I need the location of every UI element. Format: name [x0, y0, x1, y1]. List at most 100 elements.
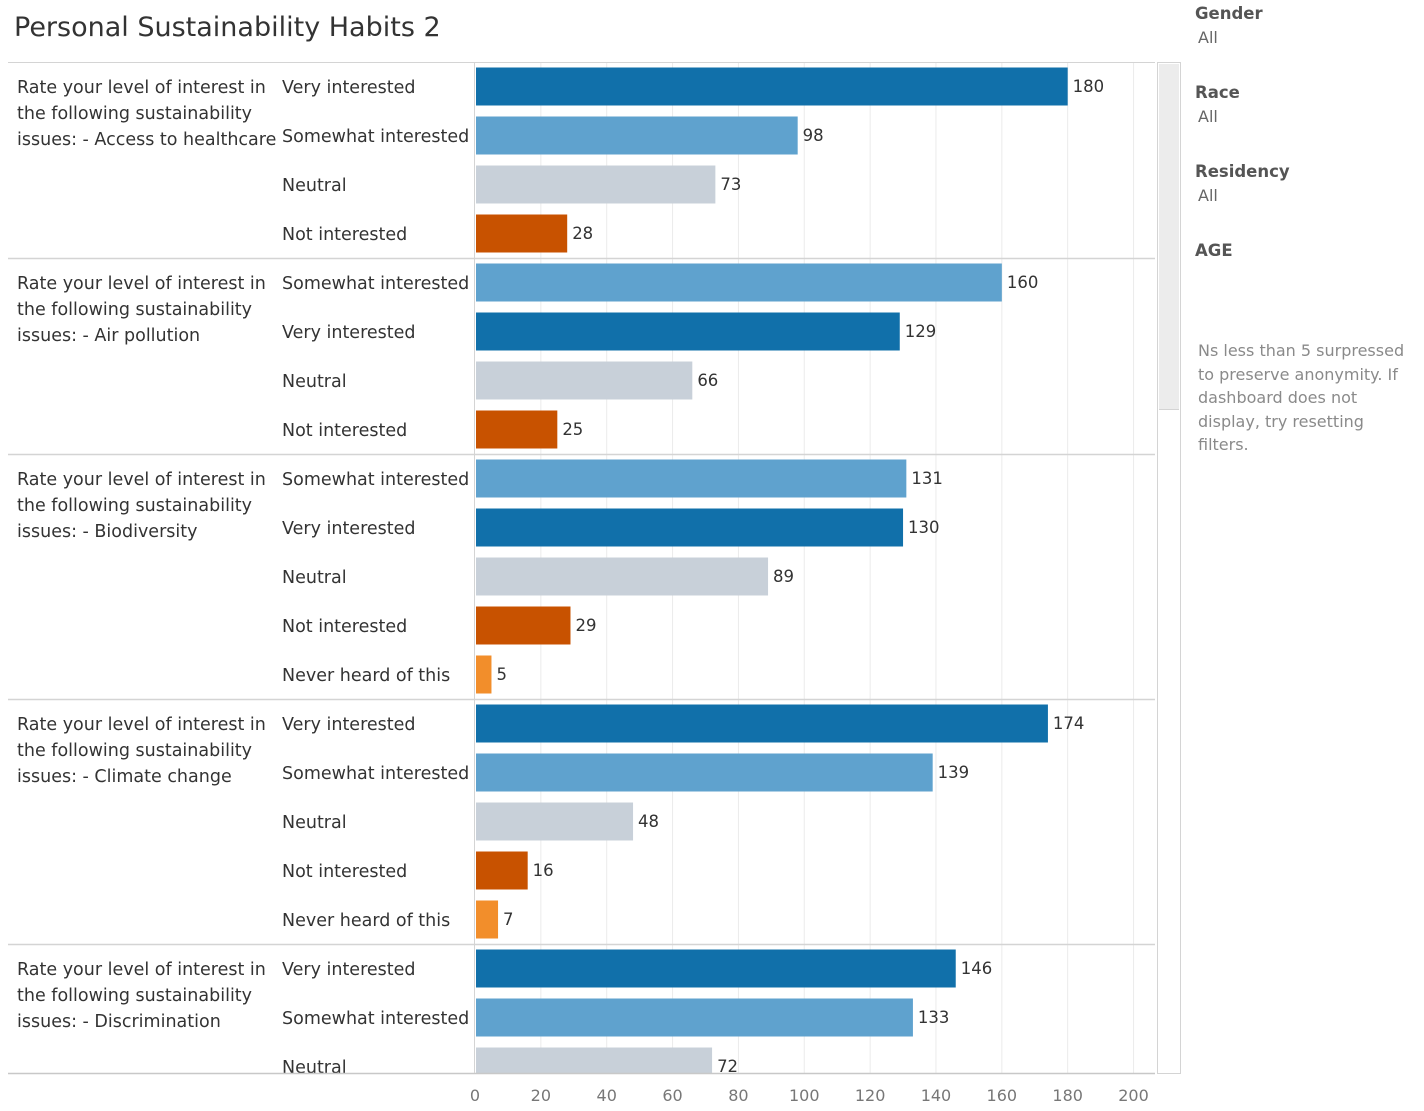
bar[interactable] — [476, 606, 571, 645]
row-header-label: issues: - Access to healthcare — [17, 130, 276, 150]
x-tick-label: 60 — [662, 1086, 682, 1105]
bar[interactable] — [476, 165, 716, 204]
bar[interactable] — [476, 312, 900, 351]
category-label: Neutral — [282, 813, 347, 833]
bar[interactable] — [476, 214, 568, 253]
x-tick-label: 40 — [597, 1086, 617, 1105]
data-label: 129 — [905, 322, 937, 341]
category-label: Very interested — [282, 715, 416, 735]
filter-residency[interactable]: Residency All — [1195, 162, 1420, 241]
bar[interactable] — [476, 459, 907, 498]
category-label: Very interested — [282, 323, 416, 343]
x-tick-label: 120 — [855, 1086, 886, 1105]
bar[interactable] — [476, 851, 528, 890]
row-header-label: Rate your level of interest in — [17, 470, 266, 490]
data-label: 180 — [1073, 77, 1105, 96]
x-tick-label: 80 — [728, 1086, 748, 1105]
vertical-scrollbar[interactable] — [1157, 62, 1181, 1074]
row-header-label: issues: - Biodiversity — [17, 522, 197, 542]
data-label: 174 — [1053, 714, 1085, 733]
bar[interactable] — [476, 949, 956, 988]
bar[interactable] — [476, 116, 798, 155]
data-label: 139 — [938, 763, 970, 782]
row-header-label: Rate your level of interest in — [17, 78, 266, 98]
category-label: Somewhat interested — [282, 127, 469, 147]
category-label: Very interested — [282, 78, 416, 98]
row-header-label: the following sustainability — [17, 496, 252, 516]
category-label: Neutral — [282, 176, 347, 196]
filter-panel: Gender All Race All Residency All AGE — [1195, 4, 1420, 320]
filter-age[interactable]: AGE — [1195, 241, 1420, 320]
category-label: Neutral — [282, 1058, 347, 1078]
page-title: Personal Sustainability Habits 2 — [14, 12, 441, 43]
data-label: 160 — [1007, 273, 1039, 292]
data-label: 98 — [803, 126, 824, 145]
x-tick-label: 0 — [470, 1086, 480, 1105]
bar[interactable] — [476, 508, 904, 547]
anonymity-note: Ns less than 5 surpressed to preserve an… — [1198, 341, 1405, 454]
filter-value[interactable]: All — [1198, 186, 1218, 205]
filter-value[interactable]: All — [1198, 107, 1218, 126]
data-label: 130 — [908, 518, 940, 537]
x-tick-label: 160 — [987, 1086, 1018, 1105]
row-header-label: issues: - Discrimination — [17, 1012, 221, 1032]
category-label: Neutral — [282, 372, 347, 392]
data-label: 146 — [961, 959, 993, 978]
data-label: 89 — [773, 567, 794, 586]
filter-value[interactable]: All — [1198, 28, 1218, 47]
data-label: 66 — [697, 371, 718, 390]
bar[interactable] — [476, 802, 634, 841]
category-label: Never heard of this — [282, 911, 450, 931]
x-tick-label: 20 — [531, 1086, 551, 1105]
row-header-label: the following sustainability — [17, 986, 252, 1006]
category-label: Somewhat interested — [282, 470, 469, 490]
data-label: 7 — [503, 910, 514, 929]
row-header-label: the following sustainability — [17, 104, 252, 124]
filter-race[interactable]: Race All — [1195, 83, 1420, 162]
filter-label: Race — [1195, 83, 1240, 102]
x-tick-label: 200 — [1118, 1086, 1149, 1105]
bar[interactable] — [476, 655, 492, 694]
bar[interactable] — [476, 753, 933, 792]
category-label: Not interested — [282, 421, 407, 441]
bar[interactable] — [476, 67, 1068, 106]
bar[interactable] — [476, 900, 499, 939]
data-label: 16 — [533, 861, 554, 880]
data-label: 28 — [572, 224, 593, 243]
filter-label: AGE — [1195, 241, 1233, 260]
data-label: 48 — [638, 812, 659, 831]
category-label: Not interested — [282, 225, 407, 245]
bar[interactable] — [476, 998, 913, 1037]
bar[interactable] — [476, 263, 1002, 302]
data-label: 29 — [575, 616, 596, 635]
scrollbar-thumb[interactable] — [1159, 64, 1179, 410]
filter-label: Gender — [1195, 4, 1263, 23]
category-label: Not interested — [282, 617, 407, 637]
row-header-label: issues: - Air pollution — [17, 326, 200, 346]
row-header-label: Rate your level of interest in — [17, 960, 266, 980]
bar[interactable] — [476, 557, 769, 596]
data-label: 5 — [496, 665, 507, 684]
data-label: 73 — [720, 175, 741, 194]
category-label: Somewhat interested — [282, 1009, 469, 1029]
bar[interactable] — [476, 410, 558, 449]
category-label: Somewhat interested — [282, 274, 469, 294]
bar[interactable] — [476, 704, 1048, 743]
x-tick-label: 140 — [921, 1086, 952, 1105]
category-label: Very interested — [282, 519, 416, 539]
filter-label: Residency — [1195, 162, 1290, 181]
bar[interactable] — [476, 1047, 713, 1074]
row-header-label: the following sustainability — [17, 741, 252, 761]
category-label: Never heard of this — [282, 666, 450, 686]
category-label: Neutral — [282, 568, 347, 588]
x-tick-label: 100 — [789, 1086, 820, 1105]
row-header-label: Rate your level of interest in — [17, 274, 266, 294]
category-label: Not interested — [282, 862, 407, 882]
filter-gender[interactable]: Gender All — [1195, 4, 1420, 83]
row-header-label: issues: - Climate change — [17, 767, 232, 787]
bar[interactable] — [476, 361, 693, 400]
data-label: 133 — [918, 1008, 950, 1027]
bar-chart-svg: Rate your level of interest in the follow… — [8, 62, 1155, 1105]
category-label: Somewhat interested — [282, 764, 469, 784]
row-header-label: Rate your level of interest in — [17, 715, 266, 735]
